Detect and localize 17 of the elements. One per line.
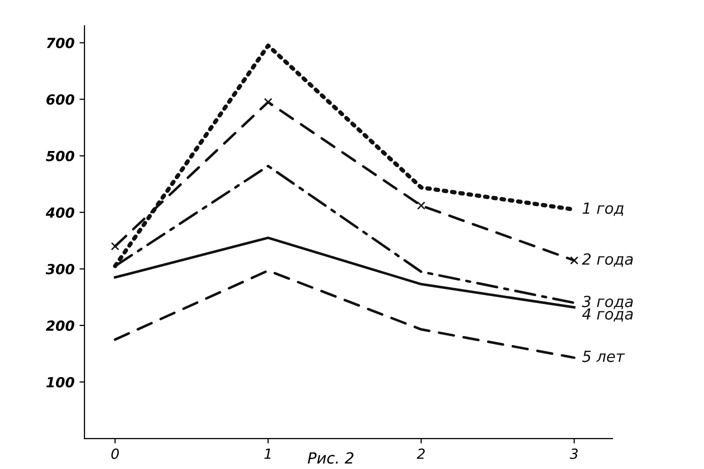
y-tick-label: 400	[46, 207, 74, 218]
y-tick-label: 600	[46, 94, 74, 105]
series-label: 3 года	[582, 296, 633, 310]
text: Рис. 2	[308, 452, 354, 464]
series-label: 2 года	[582, 253, 633, 267]
x-tick-label: 1	[264, 448, 270, 459]
y-tick-label: 700	[46, 38, 74, 48]
series-label: 4 года	[582, 308, 633, 322]
x-tick-label: 0	[111, 448, 119, 459]
x-tick-label: 2	[416, 448, 425, 459]
y-tick-label: 200	[46, 320, 74, 331]
y-tick-label: 100	[46, 376, 74, 388]
series-label: 1 год	[582, 202, 624, 216]
series-label: 5 лет	[582, 350, 625, 362]
y-tick-label: 300	[46, 264, 74, 274]
x-tick-label: 3	[570, 448, 578, 459]
y-tick-label: 500	[46, 150, 74, 162]
